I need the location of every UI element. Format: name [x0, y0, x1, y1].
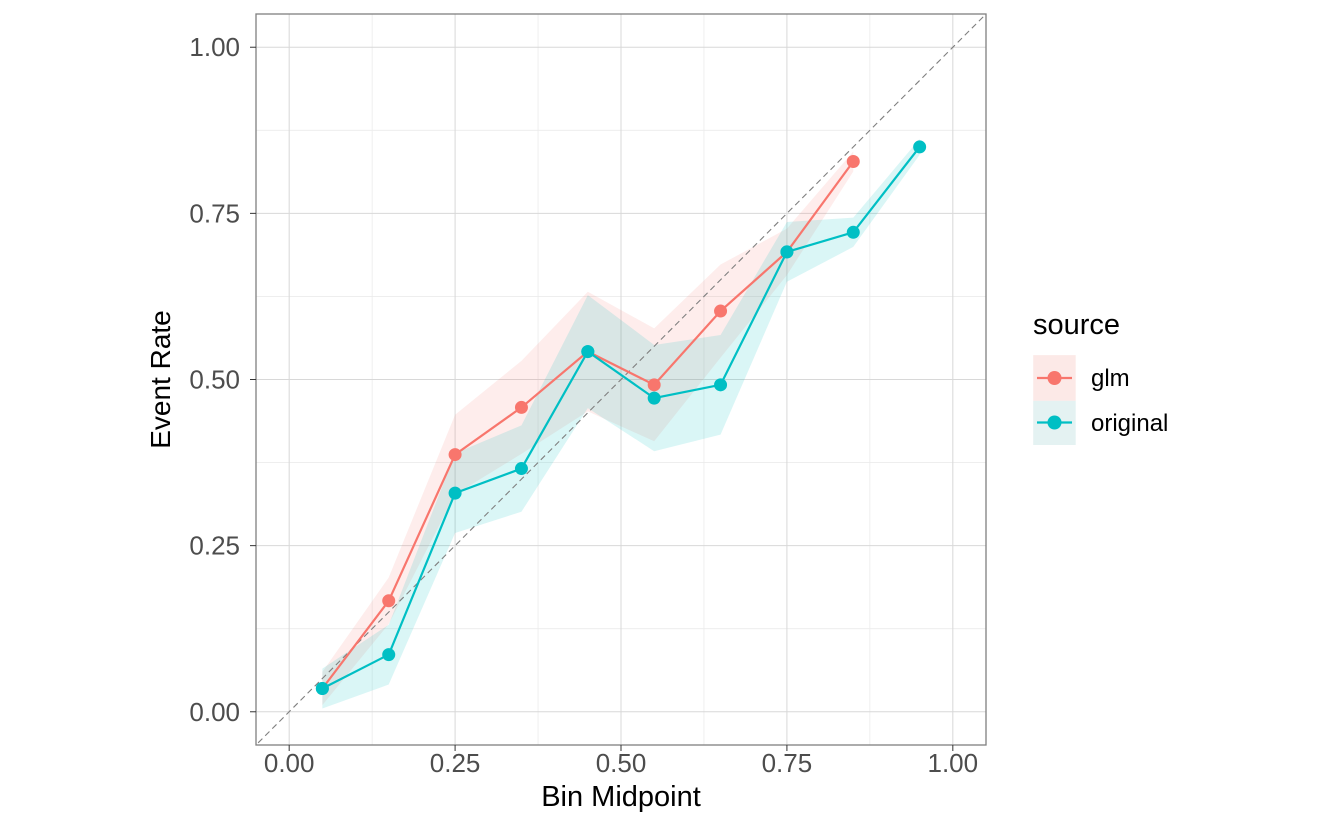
svg-text:0.25: 0.25 — [430, 748, 481, 778]
svg-text:1.00: 1.00 — [189, 32, 240, 62]
svg-text:Bin Midpoint: Bin Midpoint — [541, 781, 701, 813]
svg-text:Event Rate: Event Rate — [145, 310, 176, 449]
svg-text:0.75: 0.75 — [189, 198, 240, 228]
svg-text:original: original — [1091, 410, 1168, 437]
svg-text:0.75: 0.75 — [762, 748, 813, 778]
svg-text:0.25: 0.25 — [189, 531, 240, 561]
svg-text:0.50: 0.50 — [189, 365, 240, 395]
svg-text:0.50: 0.50 — [596, 748, 647, 778]
svg-text:1.00: 1.00 — [928, 748, 979, 778]
svg-text:glm: glm — [1091, 365, 1130, 392]
svg-text:0.00: 0.00 — [189, 697, 240, 727]
svg-text:0.00: 0.00 — [264, 748, 315, 778]
svg-text:source: source — [1033, 309, 1120, 341]
